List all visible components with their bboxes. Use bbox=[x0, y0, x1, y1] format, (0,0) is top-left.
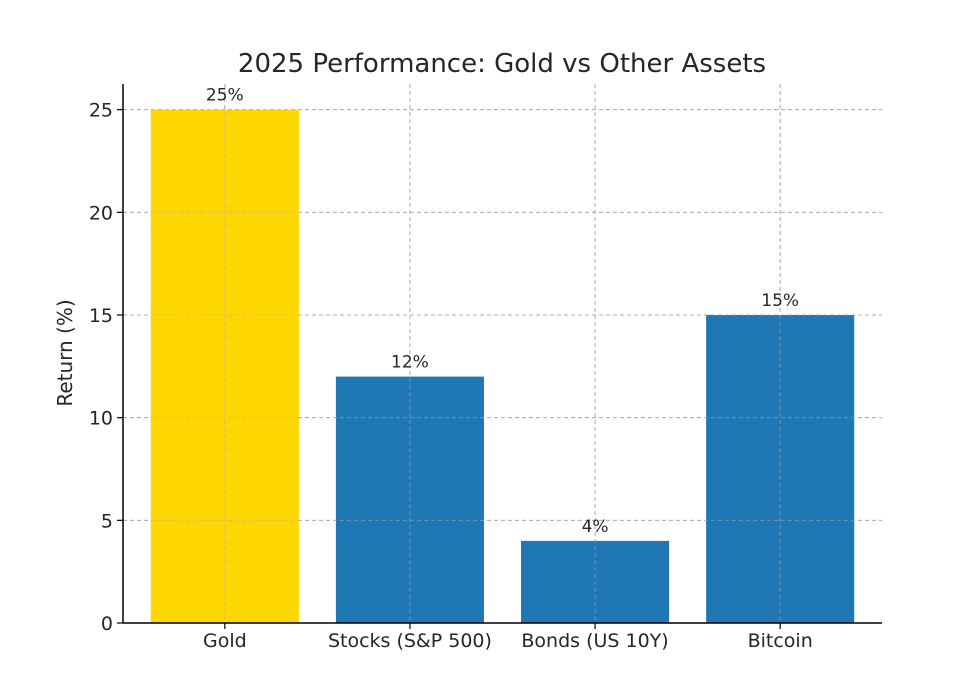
chart-title: 2025 Performance: Gold vs Other Assets bbox=[238, 49, 766, 79]
y-tick-label: 20 bbox=[89, 202, 113, 224]
y-axis-label: Return (%) bbox=[53, 299, 77, 406]
grid-lines-overlay bbox=[123, 84, 882, 623]
x-tick-label: Bonds (US 10Y) bbox=[521, 630, 668, 652]
axes: 0 5 10 15 20 25 Gold Stocks (S&P 500) Bonds (US … bbox=[89, 84, 882, 652]
data-label: 12% bbox=[391, 353, 429, 373]
y-tick-label: 25 bbox=[89, 100, 113, 122]
data-labels: 25% 12% 4% 15% bbox=[206, 86, 799, 537]
data-label: 25% bbox=[206, 86, 244, 106]
data-label: 15% bbox=[761, 291, 799, 311]
data-label: 4% bbox=[582, 517, 609, 537]
x-tick-label: Stocks (S&P 500) bbox=[328, 630, 492, 652]
y-tick-label: 10 bbox=[89, 408, 113, 430]
y-tick-label: 0 bbox=[101, 613, 113, 635]
y-tick-label: 15 bbox=[89, 305, 113, 327]
bars bbox=[150, 109, 855, 623]
x-tick-label: Bitcoin bbox=[748, 630, 813, 652]
x-tick-label: Gold bbox=[203, 630, 247, 652]
y-tick-label: 5 bbox=[101, 510, 113, 532]
